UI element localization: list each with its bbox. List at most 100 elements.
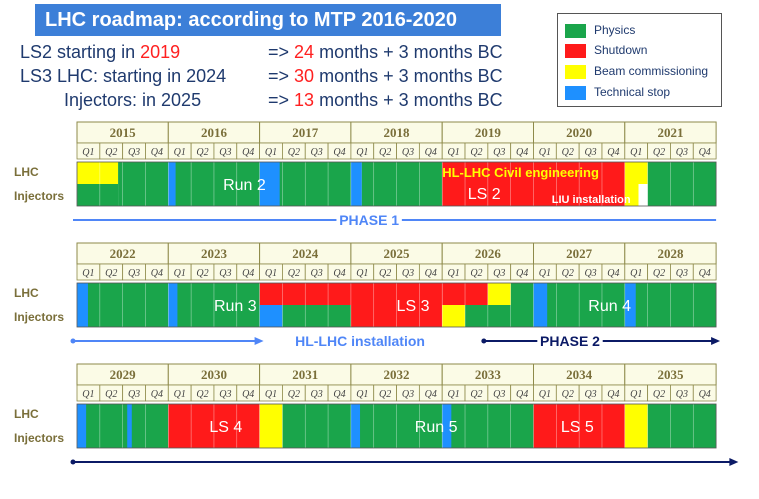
quarter-label: Q1 (82, 389, 94, 400)
block-commissioning (624, 162, 648, 184)
block-commissioning (77, 162, 119, 184)
quarter-label: Q4 (516, 389, 528, 400)
block-technical (259, 162, 280, 206)
quarter-label: Q4 (699, 389, 711, 400)
block-technical (77, 404, 87, 448)
quarter-label: Q4 (242, 147, 254, 158)
quarter-label: Q2 (196, 147, 208, 158)
quarter-label: Q2 (379, 147, 391, 158)
info-months: 24 (294, 42, 315, 62)
block-physics (77, 184, 119, 206)
quarter-label: Q2 (653, 268, 665, 279)
info-rest: months + 3 months BC (319, 66, 503, 86)
quarter-label: Q2 (470, 268, 482, 279)
quarter-label: Q3 (493, 268, 505, 279)
bar-label: LS 3 (397, 298, 430, 315)
quarter-label: Q4 (699, 147, 711, 158)
block-technical (624, 283, 636, 327)
quarter-label: Q4 (242, 268, 254, 279)
info-months: 13 (294, 90, 315, 110)
quarter-label: Q3 (402, 268, 414, 279)
block-technical (533, 283, 548, 327)
quarter-label: Q2 (196, 268, 208, 279)
bar-label: Run 4 (588, 298, 631, 315)
legend-label: Technical stop (594, 85, 671, 99)
year-label: 2025 (384, 246, 411, 261)
info-arrow: => (268, 42, 290, 62)
year-label: 2031 (292, 367, 318, 382)
row-label-lhc: LHC (14, 407, 39, 421)
info-line-ls3: LS3 LHC: starting in 2024 (20, 66, 226, 87)
bar-label: Run 2 (223, 177, 266, 194)
year-label: 2024 (292, 246, 319, 261)
legend-label: Beam commissioning (594, 64, 709, 78)
info-duration-ls2: => 24 months + 3 months BC (268, 42, 503, 63)
block-technical (127, 404, 132, 448)
row-label-injectors: Injectors (14, 431, 64, 445)
quarter-label: Q2 (105, 147, 117, 158)
quarter-label: Q3 (584, 147, 596, 158)
legend-swatch (565, 86, 586, 100)
timeline-bar-frame (76, 282, 717, 328)
quarter-label: Q4 (516, 268, 528, 279)
info-text: Injectors: in 2025 (64, 90, 202, 110)
phase-label: PHASE 2 (540, 333, 600, 349)
quarter-cell (692, 142, 717, 160)
quarter-label: Q3 (493, 389, 505, 400)
block-technical (168, 283, 178, 327)
quarter-label: Q2 (562, 147, 574, 158)
info-arrow: => (268, 66, 290, 86)
phase-label-backdrop (537, 332, 603, 350)
bar-label: LS 4 (209, 419, 242, 436)
block-physics (361, 162, 443, 206)
year-label: 2026 (475, 246, 502, 261)
quarter-label: Q2 (288, 147, 300, 158)
year-label: 2028 (657, 246, 684, 261)
info-months: 30 (294, 66, 315, 86)
block-technical (442, 404, 452, 448)
quarter-label: Q1 (265, 389, 277, 400)
quarter-label: Q2 (288, 389, 300, 400)
quarter-label: Q4 (151, 268, 163, 279)
year-label: 2018 (384, 125, 411, 140)
quarter-label: Q3 (676, 147, 688, 158)
quarter-label: Q1 (265, 147, 277, 158)
quarter-label: Q3 (584, 389, 596, 400)
quarter-label: Q4 (425, 147, 437, 158)
quarter-label: Q1 (539, 268, 551, 279)
phase-arrow-tail (70, 338, 76, 344)
block-commissioning (624, 184, 639, 206)
phase-arrow-tail (481, 338, 487, 344)
year-label: 2032 (384, 367, 410, 382)
phase-label: HL-LHC installation (295, 333, 425, 349)
info-prefix: LS2 (20, 42, 53, 62)
quarter-label: Q3 (128, 147, 140, 158)
quarter-label: Q2 (470, 147, 482, 158)
quarter-label: Q4 (242, 389, 254, 400)
quarter-label: Q2 (288, 268, 300, 279)
year-label: 2017 (292, 125, 319, 140)
bar-label: HL-LHC Civil engineering (442, 165, 599, 180)
block-commissioning (487, 283, 511, 305)
quarter-label: Q1 (447, 389, 459, 400)
block-physics (647, 404, 717, 448)
quarter-label: Q3 (402, 389, 414, 400)
block-technical (77, 283, 88, 327)
bar-label: Run 3 (214, 298, 257, 315)
quarter-label: Q2 (653, 147, 665, 158)
block-commissioning (442, 305, 466, 327)
quarter-label: Q2 (379, 389, 391, 400)
year-label: 2027 (566, 246, 593, 261)
year-label: 2030 (201, 367, 227, 382)
quarter-label: Q1 (447, 147, 459, 158)
quarter-label: Q4 (425, 389, 437, 400)
quarter-cell (692, 384, 717, 402)
quarter-label: Q1 (174, 268, 186, 279)
quarter-label: Q1 (447, 268, 459, 279)
info-text: starting in (57, 42, 136, 62)
legend-label: Shutdown (594, 43, 648, 57)
row-label-lhc: LHC (14, 286, 39, 300)
timeline-bar-frame (76, 403, 717, 449)
phase-label-backdrop (278, 332, 442, 350)
